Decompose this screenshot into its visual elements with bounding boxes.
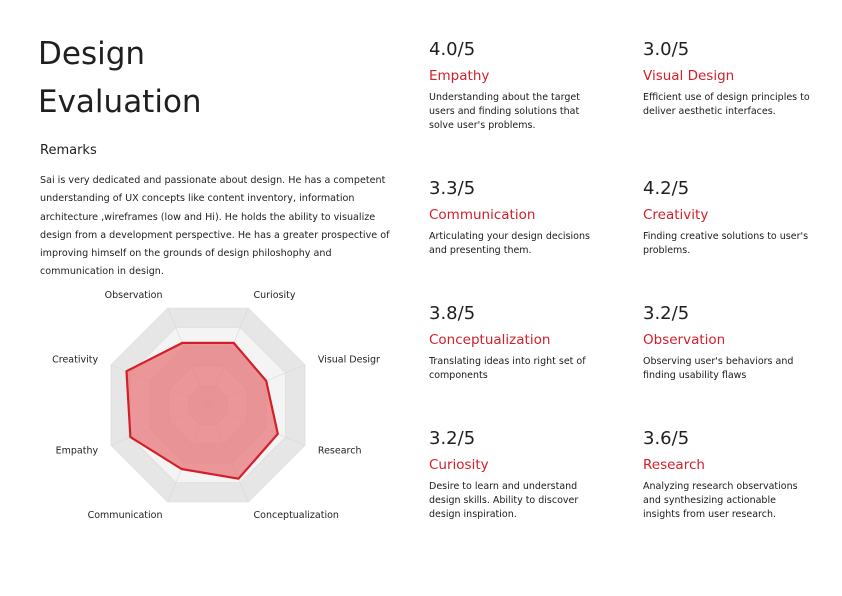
score: 4.0/5 — [429, 39, 476, 60]
criteria-name: Empathy — [429, 68, 490, 84]
criteria-desc: Efficient use of design principles to de… — [643, 92, 810, 117]
criteria-name: Communication — [429, 207, 536, 223]
radar-label-visual-design: Visual Design — [318, 355, 380, 366]
criteria-desc: Finding creative solutions to user's pro… — [643, 231, 809, 256]
score: 3.8/5 — [429, 303, 476, 324]
radar-label-observation: Observation — [105, 290, 163, 301]
remarks-text: Sai is very dedicated and passionate abo… — [40, 175, 390, 278]
criteria-name: Visual Design — [643, 68, 735, 84]
title-line-1: Design — [38, 36, 146, 72]
criteria-card-curiosity: 3.2/5 Curiosity Desire to learn and unde… — [429, 429, 609, 522]
score: 4.2/5 — [643, 178, 690, 199]
criteria-desc: Articulating your design decisions and p… — [429, 231, 590, 256]
criteria-name: Curiosity — [429, 457, 489, 473]
radar-label-conceptualization: Conceptualization — [254, 510, 339, 521]
criteria-desc: Observing user's behaviors and finding u… — [643, 356, 794, 381]
remarks-heading: Remarks — [40, 143, 97, 158]
criteria-name: Research — [643, 457, 705, 473]
radar-series-area — [125, 341, 279, 480]
score: 3.2/5 — [429, 428, 476, 449]
criteria-card-visual-design: 3.0/5 Visual Design Efficient use of des… — [643, 40, 823, 119]
criteria-name: Observation — [643, 332, 726, 348]
radar-label-research: Research — [318, 446, 362, 457]
criteria-card-creativity: 4.2/5 Creativity Finding creative soluti… — [643, 179, 823, 258]
score: 3.0/5 — [643, 39, 690, 60]
criteria-card-conceptualization: 3.8/5 Conceptualization Translating idea… — [429, 304, 609, 383]
criteria-desc: Desire to learn and understand design sk… — [429, 481, 579, 520]
radar-label-curiosity: Curiosity — [254, 290, 296, 301]
score: 3.3/5 — [429, 178, 476, 199]
radar-chart: Curiosity Visual Design Research Conceptual… — [52, 290, 380, 521]
criteria-desc: Translating ideas into right set of comp… — [429, 356, 586, 381]
criteria-card-observation: 3.2/5 Observation Observing user's behav… — [643, 304, 823, 383]
score: 3.6/5 — [643, 428, 690, 449]
page-title: Design Evaluation — [38, 30, 338, 126]
criteria-desc: Understanding about the target users and… — [429, 92, 580, 131]
radar-label-creativity: Creativity — [52, 355, 98, 366]
criteria-card-research: 3.6/5 Research Analyzing research observ… — [643, 429, 823, 522]
criteria-desc: Analyzing research observations and synt… — [643, 481, 798, 520]
radar-axis-labels: Curiosity Visual Design Research Conceptual… — [52, 290, 380, 521]
radar-label-empathy: Empathy — [56, 446, 99, 457]
criteria-card-communication: 3.3/5 Communication Articulating your de… — [429, 179, 609, 258]
title-line-2: Evaluation — [38, 84, 202, 120]
criteria-name: Creativity — [643, 207, 709, 223]
criteria-card-empathy: 4.0/5 Empathy Understanding about the ta… — [429, 40, 609, 133]
radar-label-communication: Communication — [88, 510, 163, 521]
criteria-name: Conceptualization — [429, 332, 551, 348]
score: 3.2/5 — [643, 303, 690, 324]
